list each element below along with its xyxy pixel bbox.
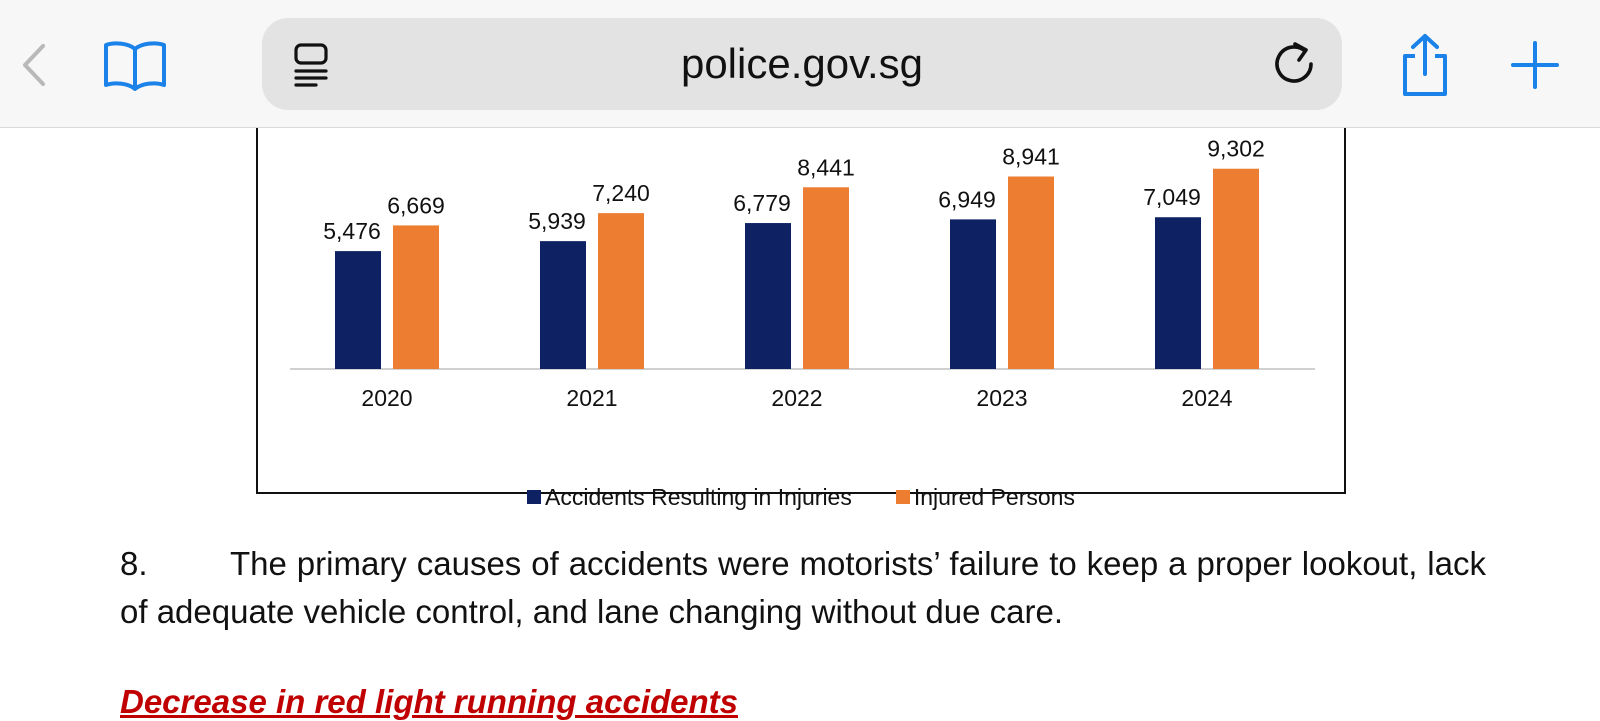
data-label-injured-2022: 8,441: [797, 154, 855, 180]
paragraph-number: 8.: [120, 545, 148, 582]
share-button[interactable]: [1390, 30, 1460, 100]
data-label-accidents-2023: 6,949: [938, 186, 996, 212]
data-label-accidents-2020: 5,476: [323, 218, 381, 244]
bar-injured-2023: [1008, 176, 1054, 369]
paragraph-text: The primary causes of accidents were mot…: [120, 545, 1486, 630]
data-label-injured-2021: 7,240: [592, 180, 650, 206]
legend-swatch-accidents: [527, 490, 542, 504]
bar-injured-2021: [598, 213, 644, 369]
paragraph-8: 8. The primary causes of accidents were m…: [120, 540, 1486, 636]
reader-mode-icon[interactable]: [288, 40, 336, 88]
bar-accidents-2021: [540, 241, 586, 369]
data-label-accidents-2022: 6,779: [733, 190, 791, 216]
x-tick-label-2023: 2023: [976, 385, 1027, 411]
back-button[interactable]: [0, 30, 70, 100]
bar-accidents-2023: [950, 219, 996, 369]
bar-accidents-2022: [745, 223, 791, 369]
plus-icon: [1511, 41, 1559, 89]
legend-item-accidents: Accidents Resulting in Injuries: [527, 484, 852, 511]
chevron-left-icon: [23, 44, 45, 86]
x-tick-label-2024: 2024: [1181, 385, 1232, 411]
data-label-accidents-2024: 7,049: [1143, 184, 1201, 210]
share-icon: [1403, 34, 1447, 96]
data-label-injured-2020: 6,669: [387, 192, 445, 218]
x-tick-label-2021: 2021: [566, 385, 617, 411]
data-label-injured-2023: 8,941: [1002, 144, 1060, 170]
bar-injured-2020: [393, 225, 439, 369]
legend-label-injured: Injured Persons: [913, 483, 1075, 510]
bar-accidents-2020: [335, 251, 381, 369]
browser-toolbar: police.gov.sg: [0, 0, 1600, 128]
bar-injured-2024: [1213, 168, 1259, 369]
chart-legend: Accidents Resulting in Injuries Injured …: [258, 482, 1344, 512]
data-label-accidents-2021: 5,939: [528, 208, 586, 234]
bar-accidents-2024: [1155, 217, 1201, 369]
x-tick-label-2020: 2020: [361, 385, 412, 411]
url-text[interactable]: police.gov.sg: [680, 40, 924, 87]
section-heading: Decrease in red light running accidents: [120, 683, 738, 720]
data-label-injured-2024: 9,302: [1207, 136, 1265, 162]
address-bar[interactable]: police.gov.sg: [262, 18, 1342, 110]
x-tick-label-2022: 2022: [771, 385, 822, 411]
legend-item-injured: Injured Persons: [895, 483, 1075, 511]
book-icon: [104, 41, 166, 91]
bar-injured-2022: [803, 187, 849, 369]
new-tab-button[interactable]: [1500, 30, 1570, 100]
bookmarks-button[interactable]: [100, 30, 170, 100]
reload-icon[interactable]: [1268, 38, 1320, 90]
legend-swatch-injured: [895, 490, 910, 504]
legend-label-accidents: Accidents Resulting in Injuries: [545, 483, 852, 510]
